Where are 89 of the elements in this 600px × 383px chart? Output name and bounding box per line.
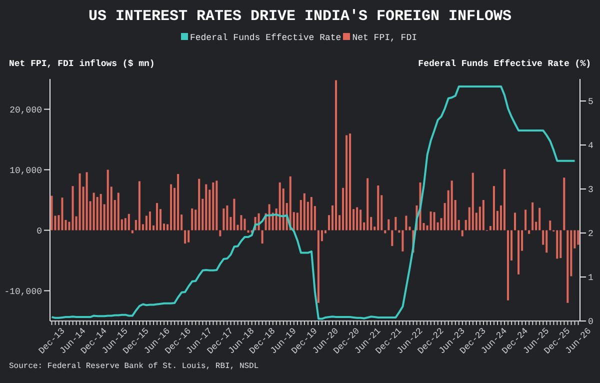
bar xyxy=(546,230,548,253)
bar xyxy=(303,193,306,230)
y-tick-label: -10,000 xyxy=(4,286,42,297)
bar xyxy=(532,202,534,230)
bar xyxy=(391,230,394,246)
y2-tick-label: 4 xyxy=(588,141,594,152)
bar xyxy=(289,176,292,230)
bar xyxy=(335,80,338,230)
bar xyxy=(433,212,436,230)
bar xyxy=(538,208,541,230)
y2-tick-label: 1 xyxy=(588,273,594,284)
legend-label: Federal Funds Effective Rate xyxy=(188,33,342,43)
bar xyxy=(50,196,53,230)
bar xyxy=(566,230,569,303)
bar xyxy=(233,198,236,230)
bar xyxy=(145,216,148,230)
bar xyxy=(356,207,358,230)
bar xyxy=(96,196,98,230)
bar xyxy=(388,219,390,230)
bar xyxy=(92,192,95,230)
bar xyxy=(556,230,558,259)
y2-tick-label: 5 xyxy=(588,97,594,108)
bar xyxy=(514,212,516,230)
bar xyxy=(72,186,74,230)
y-tick-label: 0 xyxy=(36,226,42,236)
y-axis-title: Net FPI, FDI inflows ($ mn) xyxy=(9,59,155,69)
bar xyxy=(366,178,369,230)
bar xyxy=(360,210,362,230)
y-tick-label: 10,000 xyxy=(10,166,42,176)
bar xyxy=(472,172,474,230)
bar xyxy=(349,133,352,230)
bar xyxy=(450,180,453,230)
bar xyxy=(394,216,397,230)
bar xyxy=(226,205,228,230)
bar xyxy=(577,230,580,245)
bar xyxy=(278,182,281,230)
bar xyxy=(138,181,140,230)
bar xyxy=(188,230,190,242)
bar xyxy=(78,173,81,230)
bar xyxy=(518,230,520,274)
bar xyxy=(430,211,432,230)
line-series xyxy=(50,85,576,320)
y2-tick-label: 0 xyxy=(588,317,594,328)
bar xyxy=(482,200,484,230)
bar xyxy=(549,220,552,230)
y2-axis-title: Federal Funds Effective Rate (%) xyxy=(418,59,591,69)
bar xyxy=(191,208,194,230)
bar xyxy=(261,230,264,244)
source-note: Source: Federal Reserve Bank of St. Louis, RBI, NSDL xyxy=(9,362,259,371)
bar xyxy=(317,230,320,303)
bar xyxy=(170,184,172,230)
bar xyxy=(61,198,64,230)
bar xyxy=(124,218,126,230)
bar xyxy=(156,203,158,230)
legend-label: Net FPI, FDI xyxy=(351,33,418,43)
bar xyxy=(131,230,134,234)
bar xyxy=(524,210,527,230)
bar xyxy=(492,186,495,230)
bar xyxy=(503,169,506,230)
bar xyxy=(240,215,242,230)
chart-title: US INTEREST RATES DRIVE INDIA'S FOREIGN INFLOWS xyxy=(87,8,513,25)
bar xyxy=(219,230,222,236)
bar xyxy=(244,218,246,230)
y-tick-label: 20,000 xyxy=(10,105,42,116)
bar xyxy=(461,230,464,236)
bar xyxy=(212,182,214,230)
bar xyxy=(216,180,218,230)
bar xyxy=(346,135,348,230)
bar xyxy=(528,230,530,234)
bar xyxy=(100,194,102,230)
bar xyxy=(422,222,425,230)
bar xyxy=(106,170,109,230)
bar xyxy=(402,230,404,252)
bar xyxy=(177,174,180,230)
bar xyxy=(184,230,186,244)
bar xyxy=(117,192,120,230)
bar xyxy=(222,208,225,230)
bar xyxy=(310,196,312,230)
bar xyxy=(377,185,380,230)
bar xyxy=(506,230,509,300)
bar xyxy=(198,178,200,230)
bar xyxy=(86,172,88,230)
bar xyxy=(268,204,270,230)
bar xyxy=(405,216,408,230)
bar xyxy=(148,211,151,230)
bar xyxy=(384,230,386,234)
y2-tick-label: 3 xyxy=(588,185,594,196)
y2-tick-label: 2 xyxy=(588,229,594,240)
bar xyxy=(205,184,208,230)
